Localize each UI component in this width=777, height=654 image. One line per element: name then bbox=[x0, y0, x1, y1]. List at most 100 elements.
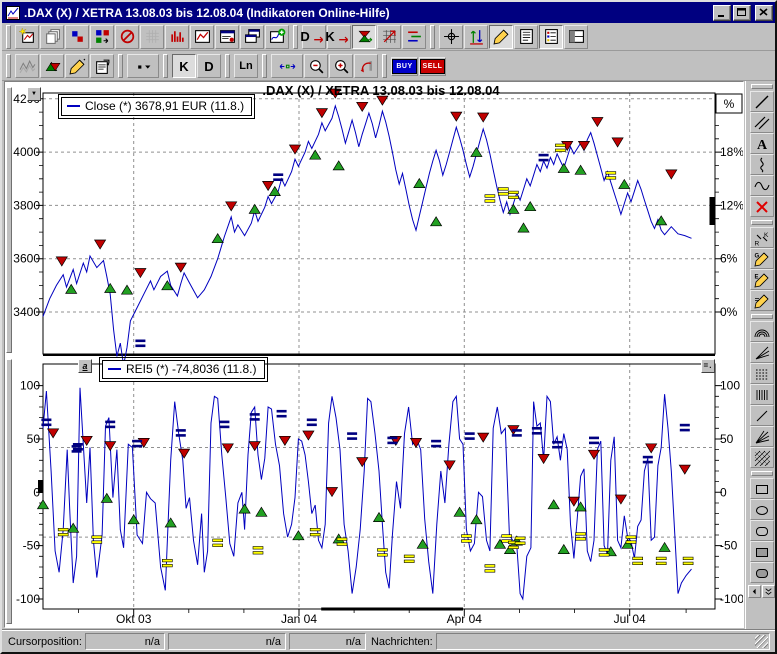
zigzag-button[interactable] bbox=[15, 54, 39, 78]
toolbar-grip[interactable] bbox=[430, 24, 435, 49]
properties-sheet-icon bbox=[95, 59, 109, 74]
horizontal-scroll-button[interactable] bbox=[271, 54, 303, 78]
triangle-signals-button[interactable] bbox=[40, 54, 64, 78]
toolbar-grip[interactable] bbox=[750, 84, 773, 89]
speed-fan-button[interactable] bbox=[749, 426, 774, 447]
parallel-lines-button[interactable] bbox=[749, 112, 774, 133]
grid-button[interactable] bbox=[140, 24, 164, 49]
resize-grip[interactable] bbox=[755, 635, 768, 648]
app-chart-icon bbox=[5, 5, 21, 21]
cursor-field-2: n/a bbox=[167, 633, 286, 650]
fib-timezones-button[interactable] bbox=[749, 384, 774, 405]
toolbar-grip[interactable] bbox=[750, 220, 773, 225]
pencil-e-button[interactable]: E bbox=[749, 269, 774, 290]
toolbar-grip[interactable] bbox=[6, 54, 11, 78]
pencil-button[interactable] bbox=[65, 54, 89, 78]
zoom-out-button[interactable] bbox=[304, 54, 328, 78]
toolbar-grip[interactable] bbox=[382, 54, 387, 78]
chart-add-icon bbox=[269, 28, 285, 43]
signal-grid-button[interactable] bbox=[377, 24, 401, 49]
kurs-button-label: K bbox=[325, 29, 335, 44]
fan-lines-button[interactable] bbox=[749, 342, 774, 363]
toolbar-grip[interactable] bbox=[750, 471, 773, 476]
lower-pane-auto-button[interactable]: a bbox=[78, 359, 92, 373]
signals-toggle-button[interactable] bbox=[352, 24, 376, 49]
indicator-legend[interactable]: REI5 (*) -74,8036 (11.8.) bbox=[99, 357, 268, 382]
trend-line-button[interactable] bbox=[749, 91, 774, 112]
price-markers bbox=[55, 88, 678, 348]
kurs-button[interactable]: K bbox=[325, 24, 351, 49]
maximize-button[interactable] bbox=[733, 4, 751, 21]
vertical-wave-button[interactable] bbox=[749, 154, 774, 175]
title-bar[interactable]: .DAX (X) / XETRA 13.08.03 bis 12.08.04 (… bbox=[2, 2, 775, 23]
scroll-left-button[interactable] bbox=[748, 585, 761, 598]
toolbar-grip[interactable] bbox=[750, 314, 773, 319]
new-chart-button[interactable] bbox=[15, 24, 39, 49]
rect-filled-button[interactable] bbox=[749, 541, 774, 562]
ellipse-outline-button[interactable] bbox=[749, 499, 774, 520]
line-chart-icon bbox=[194, 30, 210, 43]
pencil-g-button[interactable]: G bbox=[749, 248, 774, 269]
remove-indicator-button[interactable] bbox=[115, 24, 139, 49]
line-width-button[interactable] bbox=[127, 54, 159, 78]
layout-panes-button[interactable] bbox=[564, 24, 588, 49]
fib-retracement-button[interactable] bbox=[749, 363, 774, 384]
h-arrows-icon bbox=[279, 63, 295, 69]
balken-button[interactable]: D bbox=[197, 54, 221, 78]
indicator-lines-button[interactable] bbox=[402, 24, 426, 49]
sell-button[interactable]: SELL bbox=[419, 56, 446, 76]
pencil-w-button[interactable] bbox=[749, 290, 774, 311]
toolbar-grip[interactable] bbox=[118, 54, 123, 78]
delete-x-button[interactable] bbox=[749, 196, 774, 217]
crosshatch-button[interactable] bbox=[749, 447, 774, 468]
lower-pane-splitter-grip[interactable] bbox=[6, 359, 12, 624]
legend-list-button[interactable] bbox=[539, 24, 563, 49]
price-legend[interactable]: Close (*) 3678,91 EUR (11.8.) bbox=[57, 94, 256, 119]
toolbar-grip[interactable] bbox=[262, 54, 267, 78]
axis-scale-button[interactable] bbox=[464, 24, 488, 49]
upper-pane-collapse-button[interactable]: ▼ bbox=[27, 87, 41, 101]
arcs-tool-button[interactable] bbox=[749, 321, 774, 342]
daily-button[interactable]: D bbox=[300, 24, 326, 49]
color-squares-arrow-button[interactable] bbox=[90, 24, 114, 49]
zoom-in-button[interactable] bbox=[329, 54, 353, 78]
log-scale-button[interactable]: Ln bbox=[234, 54, 258, 78]
zoom-back-button[interactable] bbox=[354, 54, 378, 78]
properties-sheet-button[interactable] bbox=[90, 54, 114, 78]
draw-mode-button[interactable] bbox=[489, 24, 513, 49]
window-properties-button[interactable] bbox=[215, 24, 239, 49]
svg-text:-50: -50 bbox=[23, 539, 41, 553]
histogram-button[interactable] bbox=[165, 24, 189, 49]
svg-text:0%: 0% bbox=[720, 305, 738, 319]
chart-new-icon bbox=[18, 28, 34, 43]
text-tool-button[interactable]: A bbox=[749, 133, 774, 154]
fib-timezones-icon bbox=[756, 389, 767, 400]
copy-pages-button[interactable] bbox=[40, 24, 64, 49]
add-chart-button[interactable] bbox=[265, 24, 289, 49]
close-button[interactable] bbox=[755, 4, 773, 21]
zigzag-mountains-icon bbox=[19, 59, 35, 73]
toolbar-grip[interactable] bbox=[293, 24, 298, 49]
roundrect-filled-button[interactable] bbox=[749, 562, 774, 583]
protocol-button[interactable] bbox=[514, 24, 538, 49]
thin-line-button[interactable] bbox=[749, 405, 774, 426]
cascade-windows-button[interactable] bbox=[240, 24, 264, 49]
lower-pane-scale-button[interactable]: =. bbox=[701, 359, 715, 373]
toolbar-grip[interactable] bbox=[163, 54, 168, 78]
kerzen-button[interactable]: K bbox=[172, 54, 196, 78]
svg-text:Jan 04: Jan 04 bbox=[281, 612, 317, 626]
sine-wave-button[interactable] bbox=[749, 175, 774, 196]
color-squares-button[interactable] bbox=[65, 24, 89, 49]
toolbar-grip[interactable] bbox=[225, 54, 230, 78]
upper-pane-splitter-grip[interactable] bbox=[6, 87, 12, 353]
toolbar-grip[interactable] bbox=[6, 24, 11, 49]
minimize-button[interactable] bbox=[713, 4, 731, 21]
roundrect-outline-button[interactable] bbox=[749, 520, 774, 541]
scroll-down-button[interactable] bbox=[762, 585, 775, 598]
chart-canvas[interactable]: 4200400018%380012%36006%34000%1001005050… bbox=[5, 82, 743, 627]
crosshair-button[interactable] bbox=[439, 24, 463, 49]
buy-button[interactable]: BUY bbox=[391, 56, 418, 76]
rect-outline-button[interactable] bbox=[749, 478, 774, 499]
line-chart-button[interactable] bbox=[190, 24, 214, 49]
